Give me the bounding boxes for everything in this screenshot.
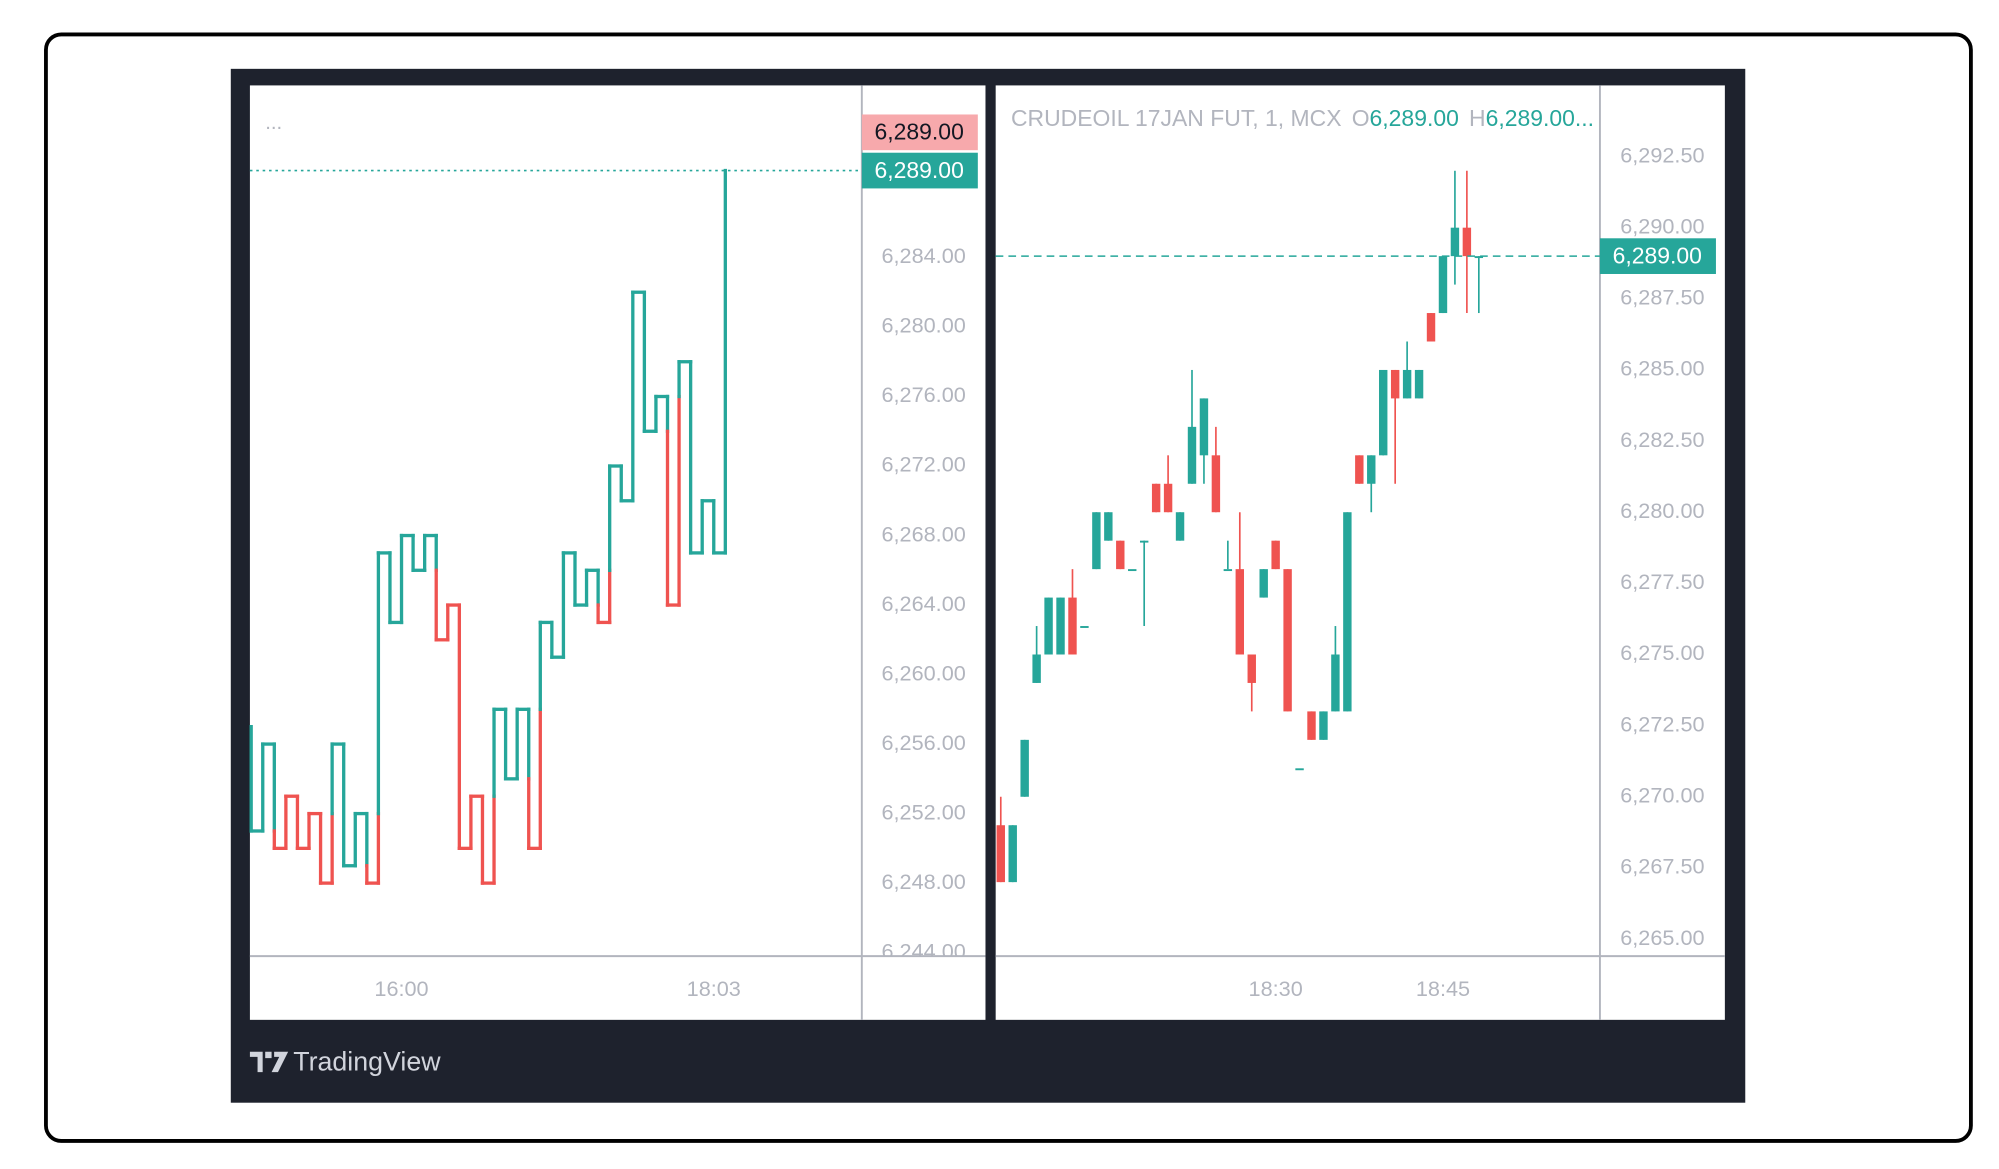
candle-body: [1331, 654, 1340, 712]
candle-body: [1355, 455, 1364, 484]
symbol: CRUDEOIL 17JAN FUT, 1, MCX: [1011, 105, 1342, 131]
y-tick-label: 6,244.00: [881, 938, 965, 963]
x-tick-label: 18:45: [1416, 976, 1470, 1001]
candle-body: [1175, 512, 1185, 541]
ohlc-value: 6,289.00: [1370, 105, 1459, 131]
y-tick-label: 6,264.00: [881, 591, 965, 616]
price-label-bg: [1599, 238, 1716, 274]
candle-body: [1474, 256, 1484, 259]
y-tick-label: 6,265.00: [1620, 925, 1704, 950]
candle-body: [1008, 825, 1017, 883]
x-tick-label: 18:03: [687, 976, 741, 1001]
candle-body: [1020, 739, 1029, 797]
y-tick-label: 6,287.50: [1620, 285, 1704, 310]
candle-body: [1295, 768, 1304, 771]
y-tick-label: 6,272.00: [881, 452, 965, 477]
ohlc-key: H: [1469, 105, 1486, 131]
y-tick-label: 6,280.00: [881, 313, 965, 338]
candle-body: [1199, 398, 1209, 456]
left-pane: [249, 85, 986, 1020]
y-tick-label: 6,268.00: [881, 521, 965, 546]
candle-body: [1307, 711, 1316, 740]
candle-body: [1367, 455, 1376, 484]
candle-body: [1462, 227, 1472, 257]
ohlc-value: 6,289.00...: [1486, 105, 1594, 131]
price-label: 6,289.00: [875, 157, 964, 183]
axis-group: 6,244.00 6,248.00 6,252.00 6,256.00 6,260.00…: [881, 243, 965, 963]
candle-body: [1092, 512, 1101, 570]
axis-group: 6,265.00 6,267.50 6,270.00 6,272.50 6,275.00…: [1620, 142, 1704, 949]
candle-body: [1068, 597, 1077, 655]
candle-body: [1080, 626, 1089, 628]
candle-body: [1163, 483, 1173, 513]
y-tick-label: 6,284.00: [881, 243, 965, 268]
candle-body: [1426, 313, 1436, 342]
y-tick-label: 6,285.00: [1620, 356, 1704, 381]
y-tick-label: 6,277.50: [1620, 569, 1704, 594]
candle-body: [1104, 512, 1113, 541]
candle-body: [1032, 654, 1041, 683]
candle-body: [1187, 426, 1197, 484]
candle-body: [1379, 369, 1388, 456]
candle-body: [1044, 597, 1053, 655]
legend: CRUDEOIL 17JAN FUT, 1, MCX O6,289.00 H6,28…: [1011, 105, 1594, 131]
y-tick-label: 6,280.00: [1620, 498, 1704, 523]
candle-body: [1319, 711, 1328, 740]
y-tick-label: 6,282.50: [1620, 427, 1704, 452]
price-label: 6,289.00: [1613, 242, 1702, 268]
candle-body: [1247, 654, 1256, 683]
candle-body: [1056, 597, 1065, 655]
candle-body: [1259, 569, 1268, 598]
brand: TradingView: [293, 1046, 441, 1076]
candle-body: [1343, 512, 1352, 712]
x-tick-label: 18:30: [1249, 976, 1303, 1001]
y-tick-label: 6,275.00: [1620, 640, 1704, 665]
y-tick-label: 6,260.00: [881, 660, 965, 685]
candle-body: [1211, 455, 1221, 513]
y-tick-label: 6,270.00: [1620, 782, 1704, 807]
candle-body: [1414, 369, 1424, 399]
candle-body: [1151, 483, 1161, 513]
candle-body: [1235, 569, 1245, 655]
price-label-bg: [861, 114, 978, 151]
y-tick-label: 6,256.00: [881, 730, 965, 755]
candle-body: [1139, 540, 1149, 543]
candle-body: [1390, 369, 1400, 399]
logo: TradingView: [249, 1046, 441, 1076]
logo-icon: [249, 1051, 289, 1073]
right-pane: [995, 85, 1725, 1020]
y-tick-label: 6,290.00: [1620, 213, 1704, 238]
x-tick-label: 16:00: [374, 976, 428, 1001]
y-tick-label: 6,267.50: [1620, 854, 1704, 879]
candle-body: [1116, 540, 1125, 570]
candle-body: [1402, 369, 1412, 399]
legend-text: ...: [265, 112, 282, 134]
candle-body: [996, 825, 1005, 883]
y-tick-label: 6,248.00: [881, 869, 965, 894]
ohlc-key: O: [1352, 105, 1370, 131]
candle-body: [1283, 569, 1292, 712]
candle-body: [1223, 569, 1233, 572]
y-tick-label: 6,272.50: [1620, 711, 1704, 736]
y-tick-label: 6,252.00: [881, 799, 965, 824]
price-label-bg: [861, 152, 978, 189]
candle-body: [1450, 227, 1460, 257]
y-tick-label: 6,276.00: [881, 382, 965, 407]
price-label: 6,289.00: [875, 119, 964, 145]
y-tick-label: 6,292.50: [1620, 142, 1704, 167]
candle-body: [1128, 569, 1137, 572]
candle-body: [1271, 540, 1280, 570]
candle-body: [1438, 256, 1448, 314]
